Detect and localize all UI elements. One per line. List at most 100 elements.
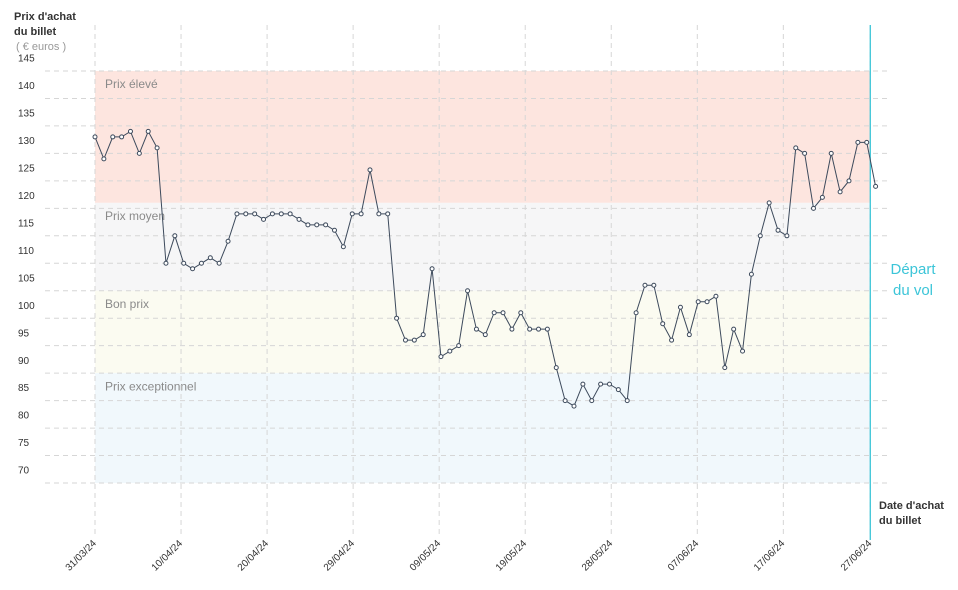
price-point [624,398,630,404]
price-point [296,216,302,222]
price-point [252,211,258,217]
price-point [323,222,329,228]
price-point [766,200,772,206]
price-point [864,139,870,145]
y-tick-label: 115 [18,218,34,229]
price-point [376,211,382,217]
x-tick-label: 20/04/24 [236,538,272,574]
price-point [518,310,524,316]
y-tick-label: 120 [18,191,35,202]
price-point [633,310,639,316]
price-point [207,255,213,261]
price-point [154,145,160,151]
price-point [243,211,249,217]
price-point [225,238,231,244]
y-tick-label: 110 [18,246,34,257]
price-point [536,326,542,332]
price-point [491,310,497,316]
price-point [314,222,320,228]
price-point [269,211,275,217]
price-point [775,227,781,233]
price-point [305,222,311,228]
price-point [385,211,391,217]
price-point [261,216,267,222]
price-point [677,304,683,310]
y-axis-title: du billet [14,26,57,38]
price-point [704,299,710,305]
x-tick-label: 09/05/24 [408,538,444,574]
price-point [669,337,675,343]
price-band [95,202,870,291]
y-tick-label: 75 [18,438,30,449]
price-band [95,71,870,203]
y-tick-label: 140 [18,81,35,92]
price-point [145,128,151,134]
price-point [438,354,444,360]
price-point [127,128,133,134]
price-point [110,134,116,140]
y-tick-label: 100 [18,301,35,312]
price-point [402,337,408,343]
price-point [873,183,879,189]
price-point [793,145,799,151]
price-point [615,387,621,393]
price-point [198,260,204,266]
price-point [92,134,98,140]
y-tick-label: 70 [18,466,30,477]
price-point [447,348,453,354]
price-point [571,403,577,409]
price-point [651,282,657,288]
price-point [660,321,666,327]
y-tick-label: 90 [18,356,30,367]
x-axis-title: du billet [879,515,922,527]
price-point [101,156,107,162]
y-tick-label: 135 [18,109,35,120]
price-point [465,288,471,294]
price-band [95,290,870,374]
price-point [589,398,595,404]
x-tick-label: 10/04/24 [150,538,186,574]
price-point [713,293,719,299]
price-point [819,194,825,200]
y-tick-label: 105 [18,273,35,284]
price-point [562,398,568,404]
price-point [473,326,479,332]
price-point [420,332,426,338]
price-point [456,343,462,349]
price-point [181,260,187,266]
price-point [332,227,338,233]
price-point [855,139,861,145]
band-label: Prix moyen [105,209,165,223]
x-tick-label: 28/05/24 [580,538,616,574]
y-tick-label: 130 [18,136,35,147]
price-point [234,211,240,217]
price-point [606,381,612,387]
price-point [802,150,808,156]
x-tick-label: 29/04/24 [322,538,358,574]
price-point [846,178,852,184]
x-tick-label: 17/06/24 [752,538,788,574]
x-tick-label: 19/05/24 [494,538,530,574]
y-tick-label: 80 [18,411,30,422]
y-tick-label: 85 [18,383,30,394]
x-tick-label: 27/06/24 [839,538,875,574]
price-point [642,282,648,288]
price-point [828,150,834,156]
price-point [722,365,728,371]
band-label: Prix exceptionnel [105,379,196,393]
price-point [598,381,604,387]
price-point [287,211,293,217]
price-point [527,326,533,332]
band-label: Bon prix [105,297,149,311]
x-axis-title: Date d'achat [879,500,944,512]
price-point [553,365,559,371]
price-point [358,211,364,217]
price-point [695,299,701,305]
price-point [216,260,222,266]
price-point [509,326,515,332]
price-point [686,332,692,338]
y-tick-label: 125 [18,164,35,175]
x-tick-label: 07/06/24 [666,538,702,574]
price-point [748,271,754,277]
